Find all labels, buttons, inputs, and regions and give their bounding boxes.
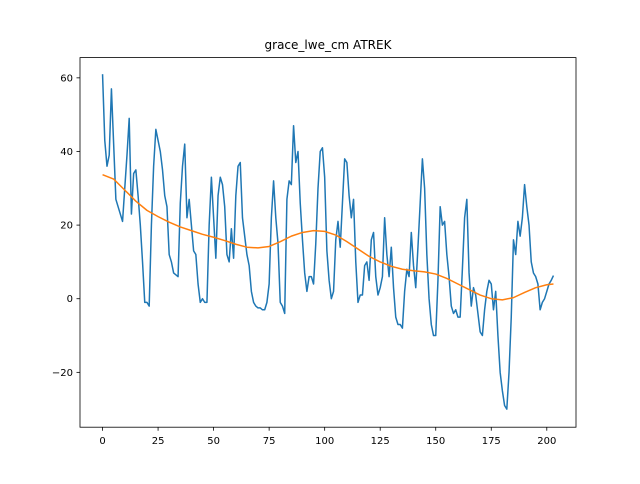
x-tick-label: 25 xyxy=(152,436,165,447)
x-tick-label: 50 xyxy=(207,436,220,447)
x-tick-label: 0 xyxy=(99,436,105,447)
x-tick-label: 75 xyxy=(263,436,276,447)
x-tick-label: 100 xyxy=(315,436,334,447)
y-tick-label: 20 xyxy=(60,221,73,232)
x-tick-label: 175 xyxy=(482,436,501,447)
y-tick-label: −20 xyxy=(52,368,73,379)
data-line xyxy=(102,173,554,301)
x-tick-label: 150 xyxy=(426,436,445,447)
y-tick-label: 0 xyxy=(67,294,73,305)
plot-frame xyxy=(79,57,577,428)
x-tick-label: 125 xyxy=(371,436,390,447)
data-line xyxy=(101,74,555,410)
y-tick-label: 60 xyxy=(60,73,73,84)
x-tick-label: 200 xyxy=(537,436,556,447)
chart-title: grace_lwe_cm ATREK xyxy=(265,38,393,52)
y-tick-label: 40 xyxy=(60,147,73,158)
